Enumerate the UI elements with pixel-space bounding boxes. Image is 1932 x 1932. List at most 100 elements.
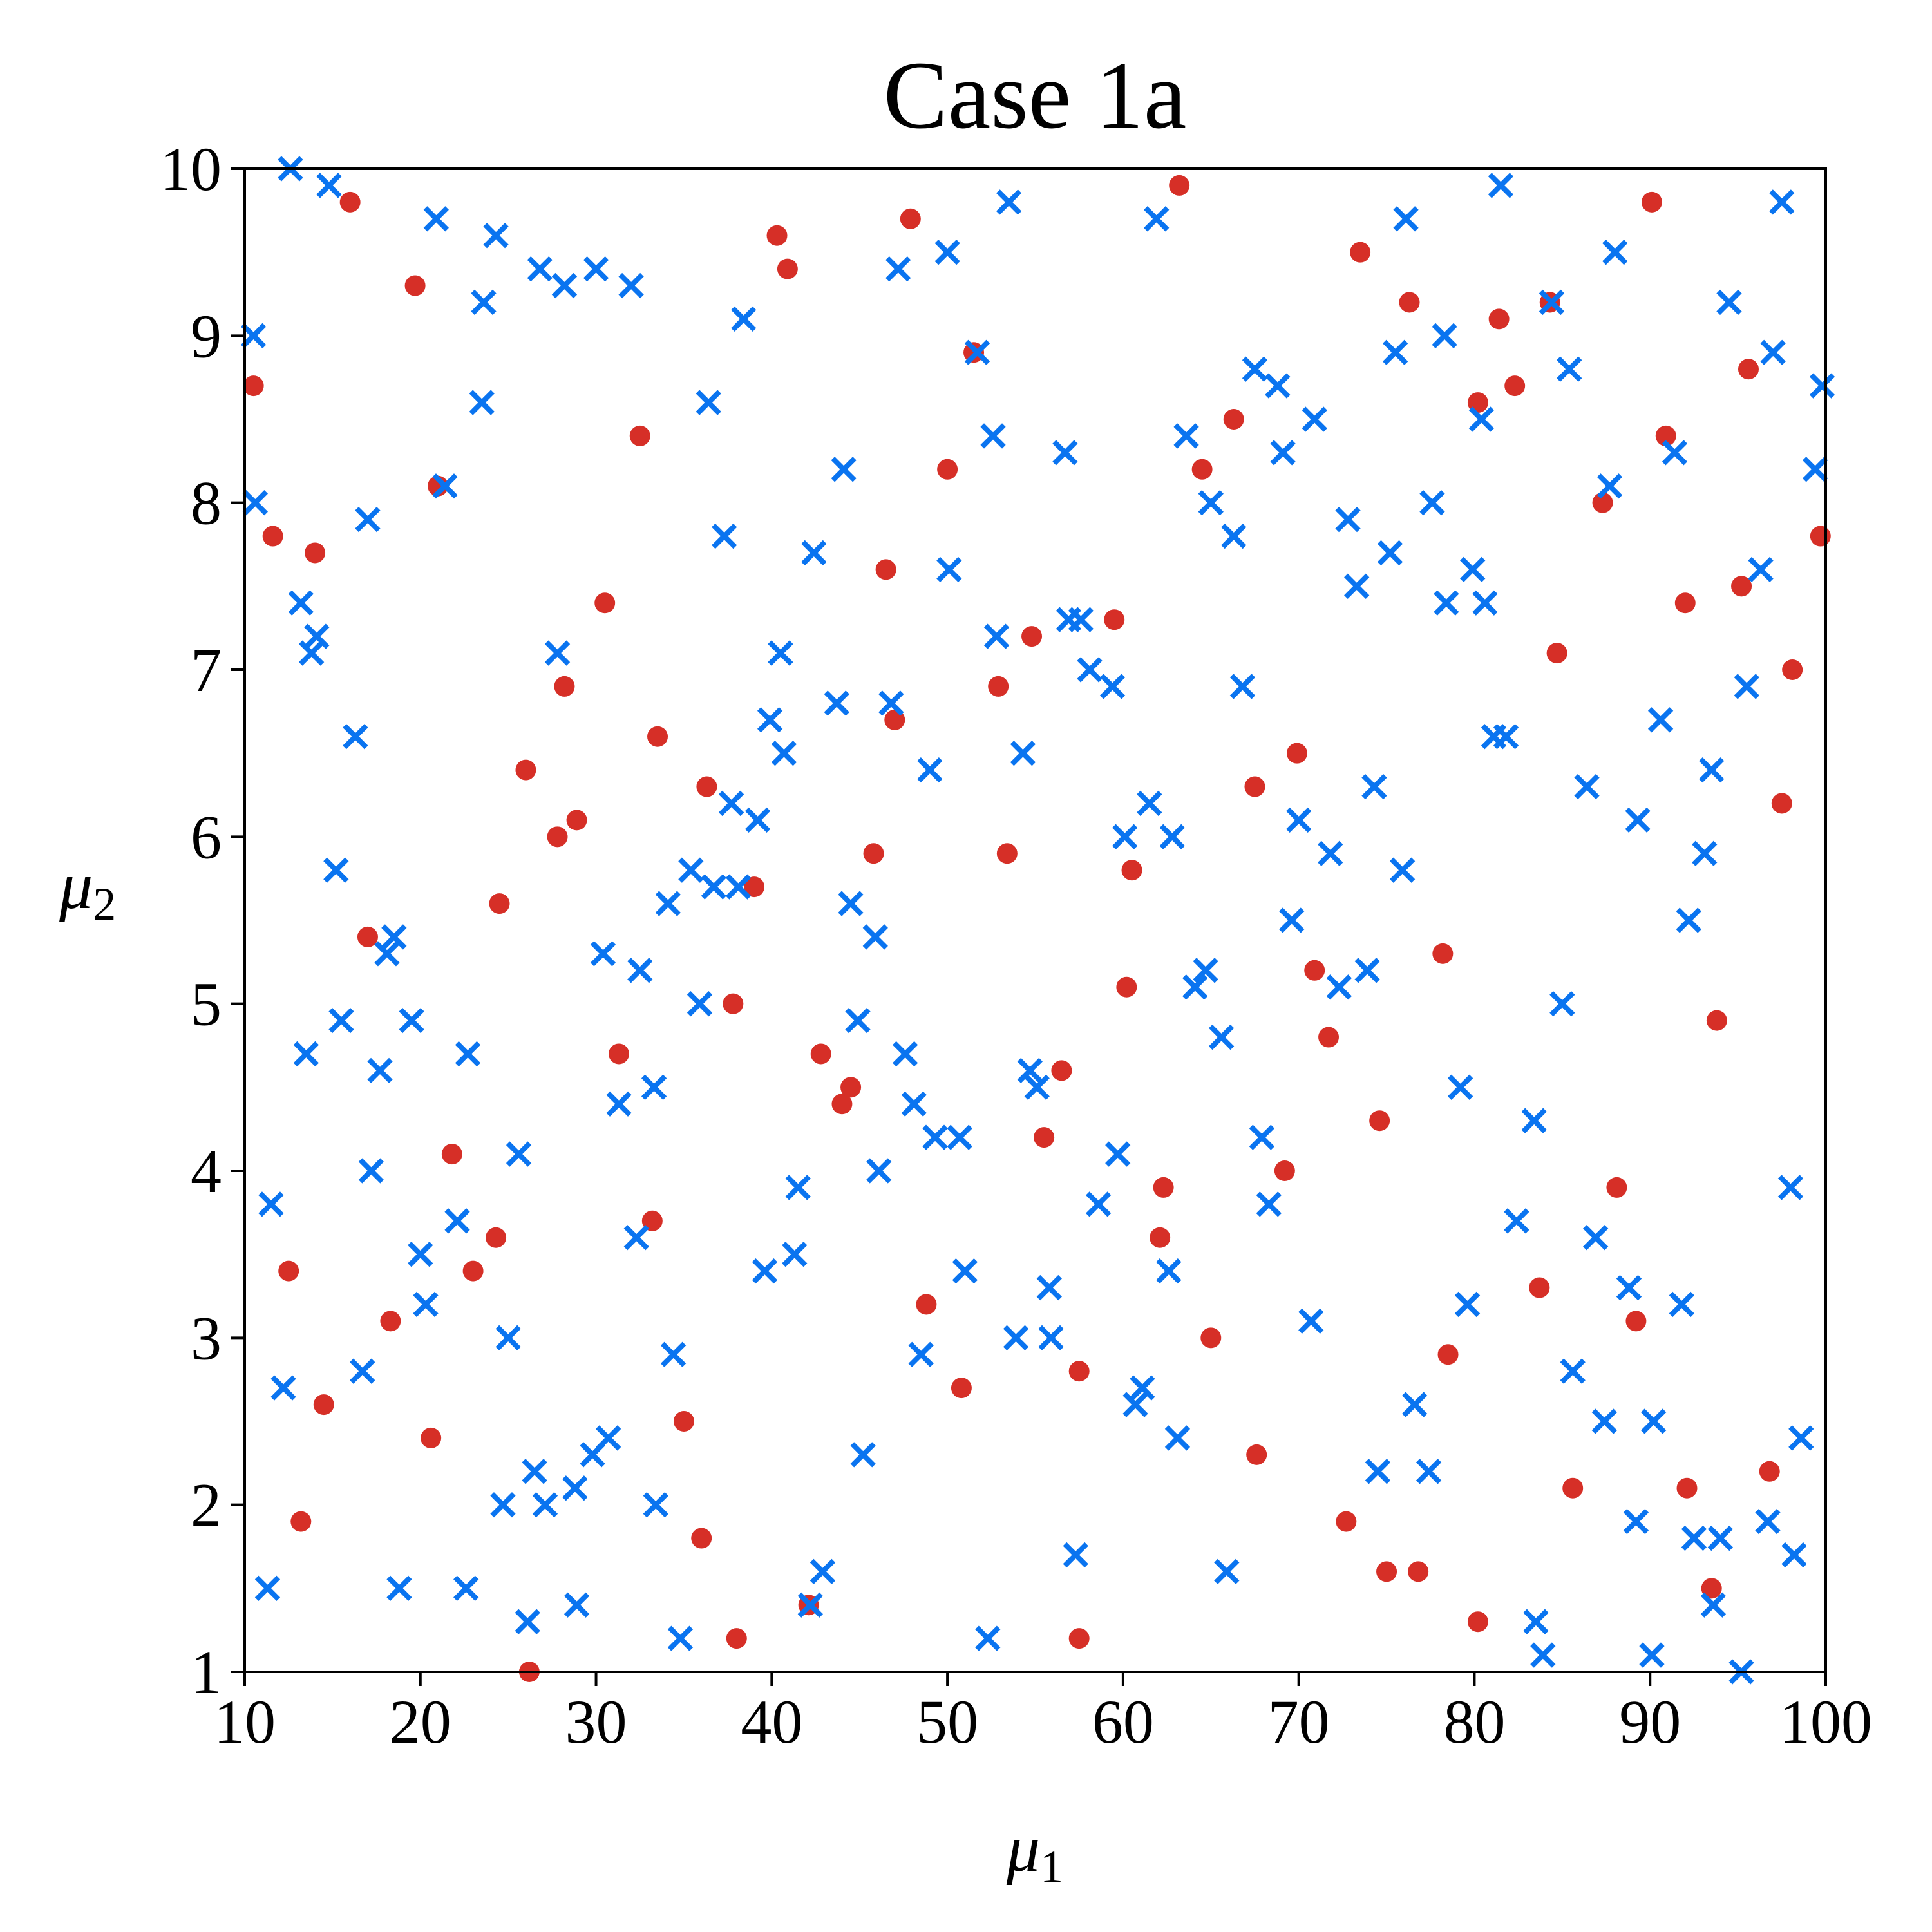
- scatter-point-x: [1249, 1124, 1275, 1150]
- scatter-point-dot: [1625, 1311, 1647, 1332]
- scatter-point-x: [623, 1225, 649, 1251]
- scatter-point-x: [1583, 1225, 1609, 1251]
- scatter-point-dot: [1759, 1461, 1780, 1482]
- x-tick-label: 10: [214, 1687, 276, 1756]
- scatter-point-x: [350, 1358, 375, 1384]
- scatter-point-x: [667, 1625, 694, 1651]
- scatter-point-x: [1493, 724, 1519, 750]
- scatter-point-x: [1769, 189, 1795, 215]
- scatter-point-x: [1286, 807, 1312, 833]
- scatter-point-x: [423, 206, 449, 232]
- scatter-point-x: [1447, 1074, 1473, 1100]
- scatter-point-x: [432, 473, 458, 499]
- scatter-point-x: [1591, 1408, 1617, 1434]
- scatter-point-x: [1302, 406, 1327, 432]
- scatter-point-x: [1662, 440, 1688, 466]
- scatter-point-x: [1393, 206, 1419, 232]
- scatter-point-x: [1208, 1024, 1235, 1050]
- scatter-point-x: [453, 1575, 479, 1601]
- scatter-point-x: [696, 390, 721, 415]
- scatter-point-dot: [1546, 643, 1567, 664]
- scatter-point-dot: [1376, 1561, 1397, 1582]
- scatter-point-x: [1214, 1558, 1240, 1585]
- scatter-point-dot: [404, 275, 426, 296]
- scatter-point-x: [1130, 1375, 1155, 1401]
- scatter-point-x: [1454, 1291, 1481, 1318]
- y-axis-label-subscript: 2: [93, 878, 116, 930]
- scatter-point-dot: [1467, 1611, 1488, 1633]
- scatter-point-x: [316, 173, 342, 198]
- scatter-point-x: [1256, 1191, 1282, 1217]
- scatter-point-dot: [723, 993, 744, 1014]
- scatter-point-dot: [380, 1311, 401, 1332]
- scatter-point-x: [831, 457, 857, 482]
- scatter-point-x: [952, 1258, 978, 1284]
- scatter-point-x: [1692, 840, 1718, 866]
- scatter-point-x: [590, 941, 616, 967]
- x-tick-label: 40: [741, 1687, 802, 1756]
- scatter-point-dot: [1432, 943, 1454, 964]
- scatter-point-x: [655, 891, 681, 916]
- scatter-point-x: [725, 874, 752, 900]
- scatter-point-x: [323, 857, 349, 883]
- scatter-point-dot: [988, 676, 1009, 697]
- scatter-point-x: [878, 690, 904, 716]
- scatter-point-dot: [515, 759, 536, 781]
- scatter-point-x: [744, 807, 771, 833]
- scatter-point-x: [718, 790, 744, 817]
- scatter-point-x: [544, 640, 571, 666]
- scatter-point-x: [701, 874, 726, 900]
- scatter-point-x: [908, 1341, 934, 1367]
- scatter-point-x: [381, 924, 407, 950]
- y-tick-label: 1: [191, 1638, 222, 1707]
- scatter-point-x: [1344, 573, 1370, 599]
- y-axis-label: μ2: [59, 849, 116, 930]
- y-tick-label: 5: [191, 970, 222, 1039]
- scatter-point-x: [367, 1057, 393, 1084]
- scatter-point-dot: [1782, 659, 1803, 680]
- scatter-point-dot: [744, 876, 765, 898]
- scatter-point-x: [399, 1007, 424, 1034]
- scatter-point-dot: [916, 1294, 937, 1315]
- scatter-point-x: [934, 240, 960, 265]
- scatter-point-x: [797, 1592, 824, 1618]
- scatter-point-x: [757, 707, 783, 733]
- scatter-point-x: [1164, 1425, 1191, 1451]
- scatter-point-x: [1539, 289, 1565, 316]
- scatter-point-dot: [1244, 776, 1265, 797]
- scatter-point-x: [964, 339, 990, 365]
- scatter-point-x: [1389, 857, 1416, 883]
- scatter-point-x: [1781, 1542, 1807, 1568]
- y-tick-label: 10: [160, 135, 222, 204]
- scatter-point-x: [1530, 1642, 1556, 1668]
- scatter-point-dot: [1408, 1561, 1429, 1582]
- scatter-point-dot: [243, 375, 264, 397]
- scatter-point-x: [270, 1375, 296, 1401]
- scatter-point-x: [1748, 556, 1774, 583]
- scatter-point-x: [483, 223, 509, 249]
- scatter-point-x: [1017, 1057, 1043, 1084]
- scatter-point-x: [1639, 1642, 1665, 1668]
- scatter-point-x: [1077, 657, 1103, 683]
- scatter-point-x: [1596, 473, 1623, 499]
- scatter-point-x: [1242, 356, 1268, 382]
- x-tick-label: 60: [1092, 1687, 1154, 1756]
- scatter-point-x: [731, 306, 757, 332]
- scatter-point-x: [343, 724, 368, 750]
- scatter-point-x: [1647, 707, 1674, 733]
- scatter-point-dot: [1153, 1177, 1174, 1198]
- x-axis: 10 20 30 40 50 60 70 80 90 100: [214, 1672, 1872, 1756]
- scatter-point-dot: [1399, 292, 1420, 313]
- scatter-point-dot: [1369, 1110, 1390, 1132]
- scatter-point-dot: [900, 208, 921, 229]
- scatter-point-dot: [1655, 425, 1676, 446]
- scatter-point-x: [947, 1124, 972, 1150]
- scatter-point-x: [358, 1158, 384, 1184]
- scatter-point-dot: [547, 826, 568, 848]
- scatter-point-x: [1557, 356, 1582, 382]
- scatter-point-x: [1156, 1258, 1182, 1284]
- scatter-point-x: [1734, 674, 1759, 699]
- scatter-point-x: [242, 490, 269, 516]
- scatter-point-dot: [1304, 960, 1325, 981]
- scatter-point-x: [564, 1592, 590, 1618]
